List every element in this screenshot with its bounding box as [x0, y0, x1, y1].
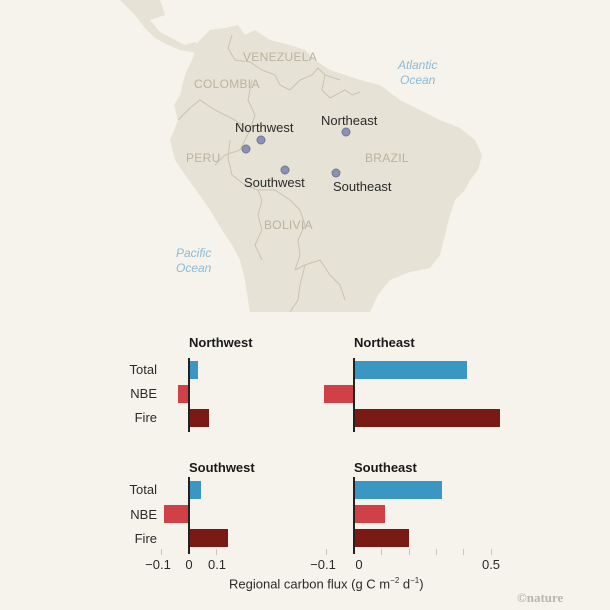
country-label-colombia: COLOMBIA — [194, 77, 260, 91]
panel-title-northwest: Northwest — [189, 335, 253, 350]
map-region-label-southeast: Southeast — [333, 179, 392, 194]
bar-northeast-total — [355, 361, 467, 379]
tick-southeast-05 — [491, 549, 492, 555]
map-region-label-southwest: Southwest — [244, 175, 305, 190]
panel-title-northeast: Northeast — [354, 335, 415, 350]
row-label-nbe-top: NBE — [130, 386, 157, 401]
panel-title-southwest: Southwest — [189, 460, 255, 475]
map-region-label-northwest: Northwest — [235, 120, 294, 135]
tick-label-southeast-0: 0 — [355, 557, 363, 572]
bar-southeast-nbe — [355, 505, 385, 523]
site-marker-southeast — [331, 168, 341, 178]
tick-label-southwest-0: 0 — [185, 557, 193, 572]
map-region-label-northeast: Northeast — [321, 113, 378, 128]
row-label-fire-bottom: Fire — [134, 531, 157, 546]
site-marker-northwest-2 — [256, 135, 266, 145]
panel-title-southeast: Southeast — [354, 460, 417, 475]
country-label-bolivia: BOLIVIA — [264, 218, 313, 232]
tick-label-southwest-neg01: −0.1 — [145, 557, 171, 572]
tick-label-southeast-05: 0.5 — [481, 557, 501, 572]
bar-northwest-nbe — [178, 385, 188, 403]
tick-southwest-01 — [216, 549, 217, 555]
south-america-landmass — [170, 25, 482, 312]
row-label-total-top: Total — [129, 362, 157, 377]
tick-southeast-04 — [463, 549, 464, 555]
bar-southeast-fire — [355, 529, 409, 547]
row-label-fire-top: Fire — [134, 410, 157, 425]
row-label-nbe-bottom: NBE — [130, 507, 157, 522]
tick-southeast-03 — [436, 549, 437, 555]
bar-northwest-total — [190, 361, 198, 379]
tick-label-southwest-01: 0.1 — [207, 557, 227, 572]
bar-southeast-total — [355, 481, 442, 499]
row-label-total-bottom: Total — [129, 482, 157, 497]
x-axis-label: Regional carbon flux (g C m−2 d−1) — [229, 576, 424, 592]
tick-southeast-01 — [381, 549, 382, 555]
zero-axis-southwest — [188, 477, 190, 554]
central-america-landmass — [120, 0, 205, 55]
tick-southeast-02 — [409, 549, 410, 555]
zero-axis-southeast — [353, 477, 355, 554]
tick-southeast-neg01 — [326, 549, 327, 555]
bar-southwest-total — [190, 481, 201, 499]
south-america-map — [120, 0, 482, 312]
site-marker-northwest-1 — [241, 144, 251, 154]
ocean-label-atlantic: Atlantic Ocean — [398, 58, 438, 87]
country-label-brazil: BRAZIL — [365, 151, 409, 165]
bar-northwest-fire — [190, 409, 209, 427]
country-label-venezuela: VENEZUELA — [243, 50, 318, 64]
ocean-label-pacific: Pacific Ocean — [176, 246, 212, 275]
bar-southwest-nbe — [164, 505, 188, 523]
bar-northeast-nbe — [324, 385, 353, 403]
zero-axis-northwest — [188, 358, 190, 432]
zero-axis-northeast — [353, 358, 355, 432]
site-marker-northeast — [341, 127, 351, 137]
tick-southwest-neg01 — [161, 549, 162, 555]
country-label-peru: PERU — [186, 151, 221, 165]
bar-northeast-fire — [355, 409, 500, 427]
bar-southwest-fire — [190, 529, 228, 547]
tick-label-southeast-neg01: −0.1 — [310, 557, 336, 572]
site-marker-southwest — [280, 165, 290, 175]
nature-credit: ©nature — [517, 590, 564, 605]
